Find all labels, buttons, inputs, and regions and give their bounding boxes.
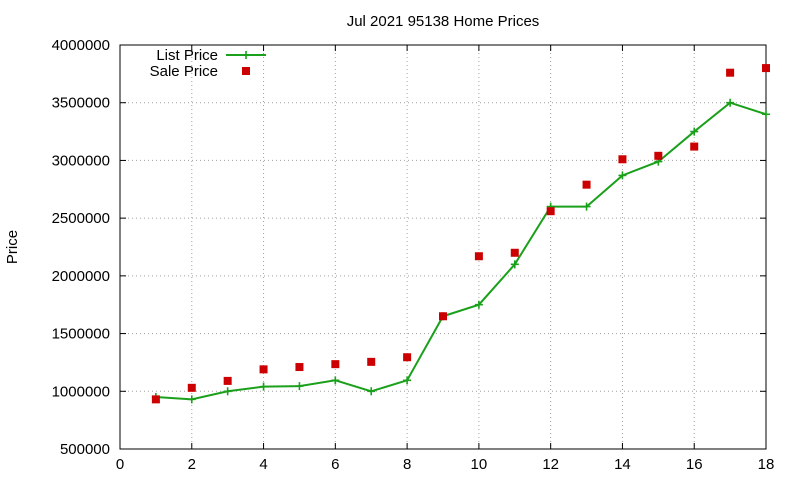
legend-marker-sale-price [242, 67, 250, 75]
sale-price-point [259, 365, 268, 374]
list-price-point [726, 98, 735, 107]
list-price-line [155, 101, 767, 401]
list-price-series [151, 98, 770, 404]
sale-price-point [582, 180, 591, 189]
sale-price-point [762, 64, 770, 73]
list-price-point [403, 376, 412, 385]
y-tick-label: 1000000 [52, 383, 110, 400]
list-price-point [618, 171, 627, 180]
list-price-point [223, 387, 232, 396]
x-tick-label: 16 [686, 456, 703, 473]
y-tick-label: 1500000 [52, 326, 110, 343]
sale-price-point [510, 248, 519, 257]
sale-price-point [151, 395, 160, 404]
x-tick-label: 14 [614, 456, 631, 473]
sale-price-point [331, 360, 340, 369]
sale-price-point [223, 376, 232, 385]
chart-title: Jul 2021 95138 Home Prices [347, 13, 540, 30]
list-price-point [187, 395, 196, 404]
x-tick-label: 2 [188, 456, 196, 473]
list-price-point [242, 51, 250, 59]
y-tick-label: 3000000 [52, 152, 110, 169]
grid-lines [120, 45, 766, 449]
list-price-point [367, 387, 376, 396]
legend-label-list-price: List Price [156, 47, 218, 64]
list-price-point [510, 260, 519, 269]
sale-price-point [439, 312, 447, 321]
sale-price-point [546, 207, 555, 216]
list-price-point [762, 110, 770, 119]
y-axis-label: Price [4, 230, 21, 264]
x-tick-label: 4 [259, 456, 267, 473]
sale-price-point [654, 151, 663, 160]
plot-frame [119, 44, 767, 450]
list-price-point [331, 376, 340, 385]
sale-price-point [295, 363, 304, 372]
x-tick-label: 8 [403, 456, 411, 473]
x-tick-label: 18 [758, 456, 775, 473]
y-tick-label: 2000000 [52, 268, 110, 285]
x-tick-label: 10 [471, 456, 488, 473]
y-tick-label: 3500000 [52, 95, 110, 112]
y-tick-label: 4000000 [52, 37, 110, 54]
sale-price-point [403, 353, 412, 362]
x-tick-label: 0 [116, 456, 124, 473]
y-tick-label: 500000 [60, 441, 110, 458]
sale-price-point [367, 357, 376, 366]
list-price-point [259, 382, 268, 391]
y-tick-label: 2500000 [52, 210, 110, 227]
sale-price-point [474, 252, 483, 261]
sale-price-point [726, 68, 735, 77]
list-price-point [295, 382, 304, 391]
sale-price-point [187, 383, 196, 392]
list-price-point [474, 300, 483, 309]
axes [119, 44, 767, 450]
x-tick-label: 12 [542, 456, 559, 473]
sale-price-series [151, 64, 770, 404]
sale-price-point [618, 155, 627, 164]
legend-label-sale-price: Sale Price [150, 63, 218, 80]
x-tick-label: 6 [331, 456, 339, 473]
sale-price-point [690, 142, 699, 151]
list-price-point [690, 127, 699, 136]
list-price-point [582, 202, 591, 211]
